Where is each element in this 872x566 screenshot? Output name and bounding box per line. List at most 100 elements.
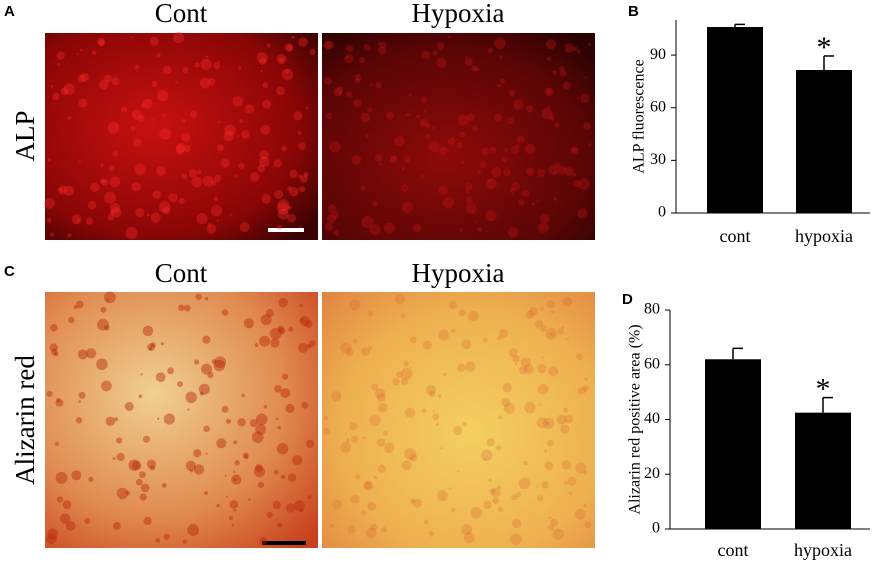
speckle <box>167 367 174 375</box>
speckle <box>461 160 465 164</box>
speckle <box>564 415 573 424</box>
speckle <box>96 358 108 371</box>
speckle <box>379 41 387 49</box>
speckle <box>466 196 473 204</box>
speckle <box>101 380 112 392</box>
speckle <box>326 214 337 224</box>
speckle <box>190 469 194 473</box>
speckle <box>563 408 569 413</box>
x-tick-label: cont <box>718 540 749 560</box>
speckle <box>287 45 293 51</box>
speckle <box>572 147 578 153</box>
speckle <box>198 383 210 395</box>
speckle <box>243 454 249 460</box>
speckle <box>202 175 214 187</box>
speckle <box>409 453 418 462</box>
speckle <box>229 500 239 509</box>
speckle <box>228 515 233 521</box>
speckle <box>376 393 386 403</box>
speckle <box>323 76 332 85</box>
speckle <box>255 413 268 426</box>
speckle <box>576 353 583 361</box>
speckle <box>568 491 573 496</box>
speckle <box>354 78 361 84</box>
speckle <box>438 329 450 341</box>
speckle <box>381 527 387 533</box>
speckle <box>582 385 589 392</box>
speckle <box>235 174 238 178</box>
speckle <box>284 69 289 74</box>
speckle <box>409 367 412 370</box>
speckle <box>537 199 540 202</box>
speckle <box>78 391 86 399</box>
speckle <box>47 528 59 540</box>
speckle <box>546 57 551 62</box>
speckle <box>336 86 344 94</box>
speckle <box>468 310 479 322</box>
speckle <box>55 471 68 484</box>
speckle <box>162 206 171 215</box>
speckle <box>545 39 557 50</box>
speckle <box>477 227 483 232</box>
speckle <box>516 135 525 144</box>
speckle <box>76 218 80 222</box>
speckle <box>112 522 121 530</box>
photo <box>322 292 595 548</box>
speckle <box>185 460 197 472</box>
speckle <box>231 474 242 485</box>
speckle <box>216 144 224 152</box>
speckle <box>177 381 183 387</box>
speckle <box>217 60 220 64</box>
speckle <box>216 438 227 449</box>
speckle <box>549 115 555 121</box>
speckle <box>237 134 240 138</box>
speckle <box>116 452 125 462</box>
speckle <box>300 318 305 323</box>
speckle <box>265 309 274 318</box>
speckle <box>220 158 230 168</box>
speckle <box>225 418 231 424</box>
image-label: Cont <box>155 258 208 288</box>
speckle <box>199 77 211 89</box>
speckle <box>404 448 417 461</box>
speckle <box>428 390 436 397</box>
speckle <box>162 113 166 118</box>
speckle <box>577 208 588 219</box>
speckle <box>185 391 197 404</box>
speckle <box>298 342 309 354</box>
speckle <box>492 497 500 505</box>
photo <box>322 33 595 240</box>
speckle <box>518 199 525 206</box>
speckle <box>309 340 316 347</box>
speckle <box>100 163 104 168</box>
texture <box>44 32 592 546</box>
speckle <box>233 508 237 512</box>
speckle <box>344 53 354 64</box>
speckle <box>46 533 57 545</box>
speckle <box>422 340 432 350</box>
speckle <box>177 304 185 312</box>
speckle <box>360 112 371 123</box>
speckle <box>390 156 397 162</box>
speckle <box>466 113 475 122</box>
speckle <box>525 167 535 176</box>
speckle <box>442 196 455 209</box>
speckle <box>557 328 564 335</box>
speckle <box>519 365 528 375</box>
speckle <box>51 348 58 356</box>
speckle <box>224 124 236 136</box>
speckle <box>514 362 518 365</box>
speckle <box>402 201 414 213</box>
speckle <box>323 415 329 421</box>
speckle <box>199 391 204 396</box>
speckle <box>304 319 313 329</box>
x-tick-label: hypoxia <box>794 540 852 560</box>
image-label: Hypoxia <box>412 258 505 288</box>
speckle <box>280 387 291 398</box>
speckle <box>511 494 518 501</box>
y-tick-label: 60 <box>644 355 660 372</box>
speckle <box>562 81 571 90</box>
speckle <box>448 300 458 310</box>
speckle <box>175 80 178 84</box>
